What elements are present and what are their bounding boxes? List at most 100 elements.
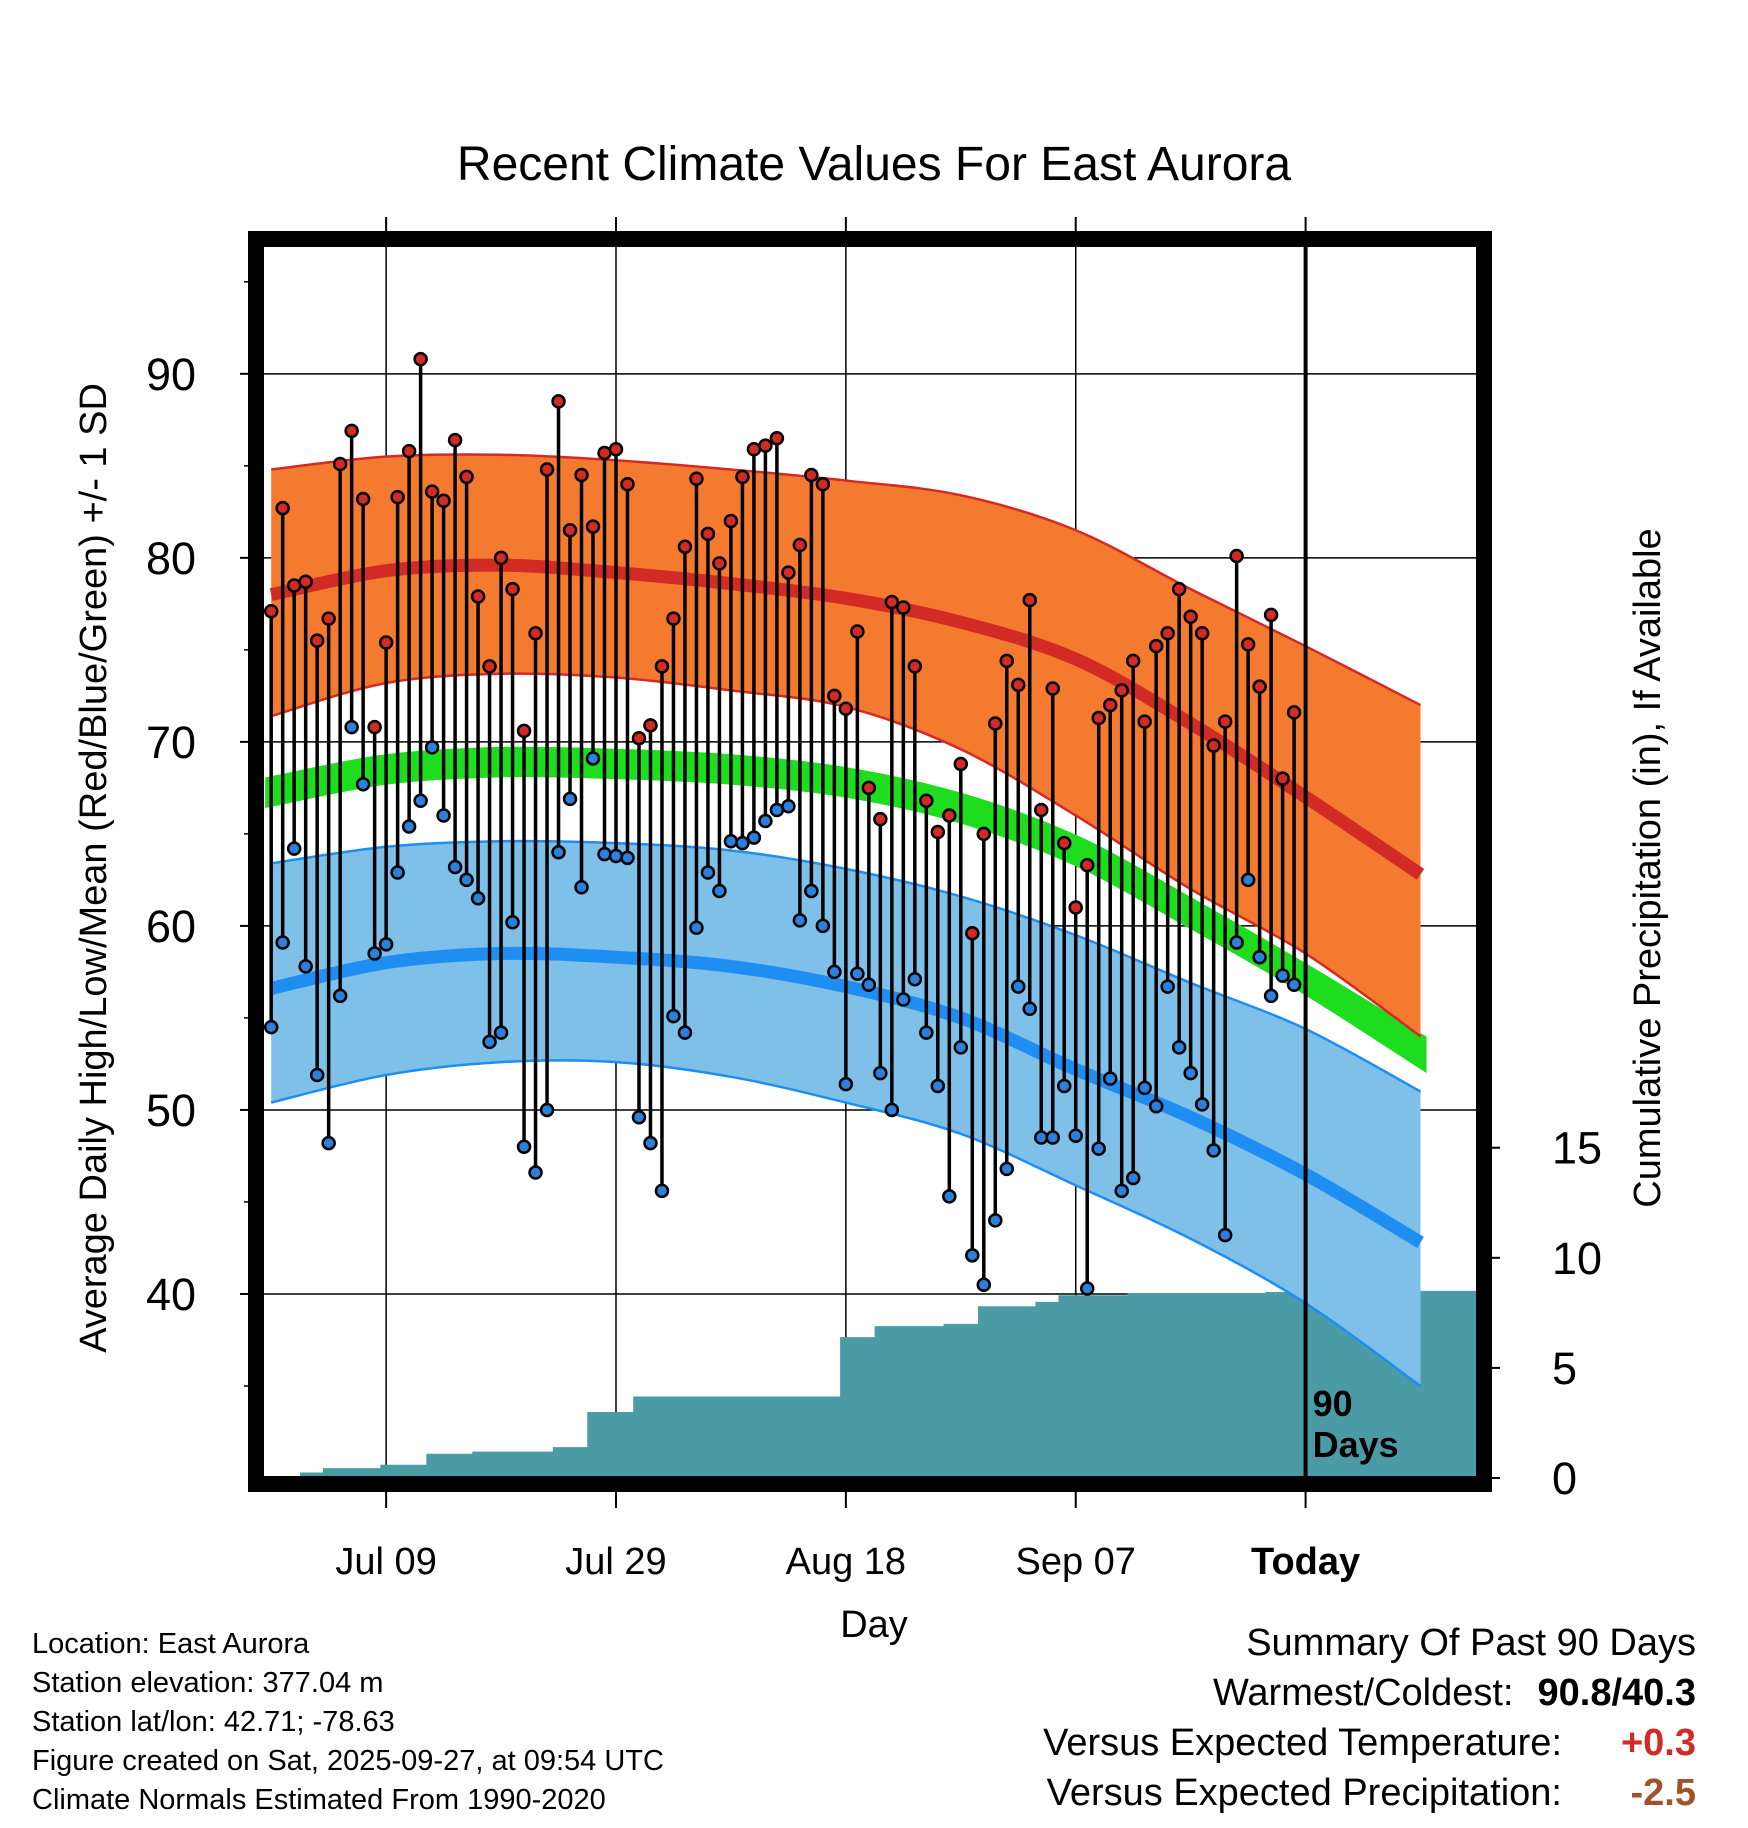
daily-low-point — [413, 793, 428, 809]
daily-high-point — [378, 635, 394, 650]
precip-area — [271, 1290, 1478, 1478]
low-normal-line — [269, 946, 1424, 1249]
daily-low-point — [367, 946, 382, 961]
today-days-number: 90 — [1313, 1383, 1353, 1424]
x-tick-label: Jul 29 — [565, 1541, 666, 1583]
daily-low-point — [321, 1135, 336, 1151]
daily-low-point — [620, 850, 635, 866]
high-sd-lower-edge — [270, 672, 1422, 1038]
daily-low-point — [309, 1067, 325, 1083]
daily-low-point — [459, 872, 474, 888]
daily-low-point — [286, 841, 302, 856]
meta-elevation: Station elevation: 377.04 m — [32, 1667, 384, 1699]
daily-high-point — [942, 808, 957, 823]
daily-low-point — [332, 988, 348, 1004]
daily-low-point — [712, 883, 727, 899]
daily-high-point — [1171, 581, 1187, 597]
daily-high-point — [746, 442, 762, 457]
daily-low-point — [1102, 1071, 1118, 1086]
daily-low-point — [275, 935, 290, 950]
daily-low-point — [873, 1065, 888, 1081]
meta-normals-period: Climate Normals Estimated From 1990-2020 — [32, 1784, 606, 1816]
daily-low-point — [700, 865, 716, 880]
daily-high-point — [643, 718, 658, 733]
daily-high-point — [850, 624, 865, 639]
daily-high-point — [493, 550, 509, 566]
daily-high-point — [574, 467, 589, 483]
daily-high-point — [1125, 653, 1141, 669]
daily-high-point — [1034, 802, 1049, 818]
daily-high-point — [723, 513, 739, 529]
daily-low-point — [999, 1161, 1015, 1177]
daily-low-point — [355, 776, 371, 792]
daily-low-point — [907, 972, 923, 987]
daily-high-point — [459, 469, 474, 485]
daily-low-point — [666, 1008, 681, 1024]
x-tick-label: Today — [1251, 1541, 1360, 1583]
daily-low-point — [643, 1135, 658, 1151]
x-tick-label: Sep 07 — [1016, 1541, 1136, 1583]
daily-low-point — [735, 835, 750, 851]
daily-high-point — [1137, 714, 1152, 729]
daily-low-point — [401, 819, 417, 834]
daily-high-point — [355, 491, 371, 507]
summary-warm-cold: Warmest/Coldest: 90.8/40.3 — [1213, 1672, 1696, 1715]
daily-low-point — [344, 719, 359, 735]
daily-high-point — [919, 793, 934, 809]
daily-low-point — [838, 1076, 854, 1092]
daily-low-point — [781, 799, 796, 814]
daily-low-point — [942, 1189, 957, 1204]
daily-low-point — [1011, 979, 1026, 994]
daily-high-point — [896, 600, 911, 615]
daily-high-point — [585, 519, 601, 534]
y2-tick-label: 5 — [1552, 1343, 1577, 1394]
daily-high-point — [1229, 548, 1244, 564]
low-sd-lower-edge — [270, 1059, 1422, 1388]
daily-high-point — [631, 730, 647, 746]
summary-precip-value: -2.5 — [1630, 1772, 1696, 1814]
daily-low-point — [263, 1019, 279, 1035]
daily-high-point — [1102, 697, 1118, 713]
daily-high-point — [551, 394, 566, 409]
daily-high-point — [263, 603, 279, 619]
daily-low-point — [631, 1110, 647, 1125]
daily-low-point — [758, 813, 773, 829]
meta-created: Figure created on Sat, 2025-09-27, at 09… — [32, 1745, 664, 1777]
daily-low-point — [1263, 988, 1279, 1004]
daily-high-point — [666, 611, 681, 626]
daily-high-point — [1286, 705, 1302, 720]
daily-high-point — [1011, 677, 1026, 693]
summary-temperature: Versus Expected Temperature: +0.3 — [1043, 1722, 1696, 1765]
daily-low-point — [769, 802, 785, 818]
daily-high-point — [1079, 857, 1095, 873]
daily-high-point — [861, 780, 877, 796]
daily-low-point — [723, 834, 739, 849]
y-axis-label: Average Daily High/Low/Mean (Red/Blue/Gr… — [73, 383, 115, 1353]
y-tick-label: 80 — [146, 533, 196, 584]
daily-high-point — [1206, 738, 1221, 753]
daily-high-point — [482, 659, 497, 674]
daily-low-point — [953, 1040, 969, 1055]
summary-precip-label: Versus Expected Precipitation: — [1046, 1772, 1562, 1814]
y2-tick-label: 0 — [1552, 1453, 1577, 1504]
y-tick-label: 40 — [146, 1269, 196, 1320]
daily-high-point — [470, 589, 486, 604]
daily-low-point — [1229, 935, 1244, 950]
daily-low-point — [1091, 1141, 1106, 1156]
daily-high-point — [700, 526, 716, 542]
daily-low-point — [1240, 872, 1256, 888]
daily-low-point — [965, 1248, 980, 1263]
daily-low-point — [884, 1102, 900, 1118]
daily-high-point — [516, 723, 532, 739]
daily-low-point — [539, 1102, 555, 1118]
daily-high-point — [953, 756, 969, 772]
y-tick-label: 60 — [146, 901, 196, 952]
daily-high-point — [735, 469, 750, 485]
daily-low-point — [1022, 1001, 1038, 1016]
daily-high-point — [677, 539, 693, 555]
daily-low-point — [1034, 1130, 1049, 1145]
daily-low-point — [919, 1025, 934, 1040]
daily-low-point — [689, 920, 704, 936]
daily-low-point — [1252, 949, 1267, 965]
